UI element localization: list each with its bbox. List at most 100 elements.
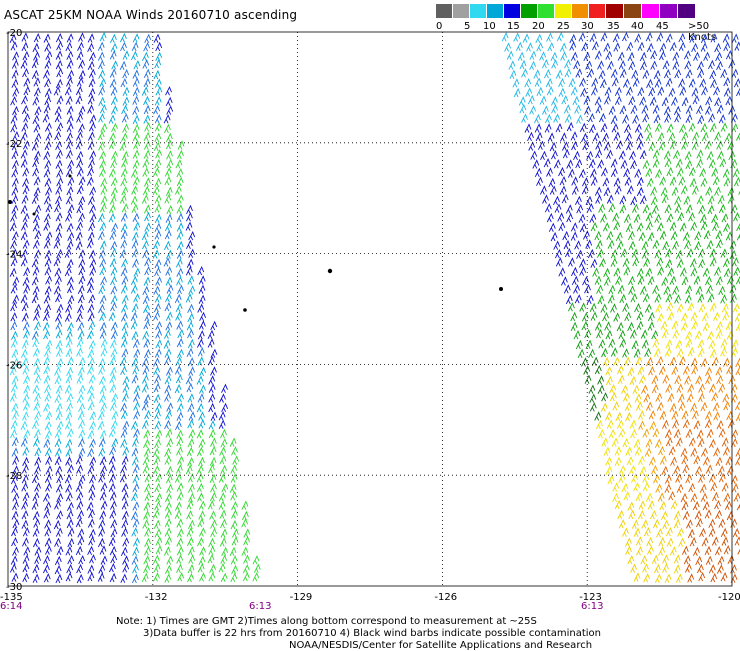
wind-barb xyxy=(34,250,40,258)
wind-barb xyxy=(540,97,546,105)
wind-barb xyxy=(221,520,227,528)
wind-barb xyxy=(219,475,225,483)
wind-barb xyxy=(144,142,150,150)
wind-barb xyxy=(145,547,151,555)
wind-barb xyxy=(76,233,82,241)
wind-barb xyxy=(686,339,692,347)
wind-barb xyxy=(110,492,116,500)
wind-barb xyxy=(645,449,651,457)
wind-barb xyxy=(715,133,721,141)
wind-barb xyxy=(698,439,704,447)
island-marker xyxy=(69,175,72,178)
wind-barb xyxy=(701,124,707,132)
wind-barb xyxy=(33,493,39,501)
wind-barb xyxy=(643,71,649,79)
wind-barb xyxy=(723,359,729,367)
wind-barb xyxy=(560,187,566,195)
wind-barb xyxy=(597,330,603,338)
wind-barb xyxy=(654,349,660,357)
wind-barb xyxy=(165,503,171,511)
wind-barb xyxy=(155,268,161,276)
wind-barb xyxy=(55,376,61,384)
wind-barb xyxy=(678,394,684,402)
wind-barb xyxy=(230,485,236,493)
wind-barb xyxy=(676,341,682,349)
wind-barb xyxy=(155,529,161,537)
wind-barb xyxy=(112,394,118,402)
wind-barb xyxy=(231,475,237,483)
wind-barb xyxy=(686,520,692,528)
wind-barb xyxy=(672,188,678,196)
wind-barb xyxy=(523,35,529,43)
wind-barb xyxy=(35,231,41,239)
wind-barb xyxy=(648,322,654,330)
wind-barb xyxy=(653,339,659,347)
wind-barb xyxy=(67,403,73,411)
wind-barb xyxy=(590,34,596,42)
wind-barb xyxy=(626,87,632,95)
wind-barb xyxy=(155,60,161,68)
wind-barb xyxy=(110,547,116,555)
wind-barb xyxy=(67,116,73,124)
wind-barb xyxy=(611,304,617,312)
wind-barb xyxy=(23,458,29,466)
wind-barb xyxy=(101,196,107,204)
wind-barb xyxy=(620,106,626,114)
wind-barb xyxy=(721,348,727,356)
wind-barb xyxy=(122,323,128,331)
wind-barb xyxy=(559,223,565,231)
wind-barb xyxy=(641,331,647,339)
wind-barb xyxy=(12,206,18,214)
wind-barb xyxy=(77,466,83,474)
wind-barb xyxy=(620,339,626,347)
wind-barb xyxy=(186,223,192,231)
wind-barb xyxy=(667,168,673,176)
wind-barb xyxy=(156,546,162,554)
wind-barb xyxy=(46,466,52,474)
wind-barb xyxy=(133,366,139,374)
wind-barb xyxy=(601,404,607,412)
wind-barb xyxy=(111,242,117,250)
wind-barb xyxy=(211,322,217,330)
wind-barb xyxy=(535,169,541,177)
wind-barb xyxy=(603,358,609,366)
wind-barb xyxy=(177,277,183,285)
wind-barb xyxy=(662,467,668,475)
wind-barb xyxy=(78,323,84,331)
wind-barb xyxy=(21,295,27,303)
wind-barb xyxy=(22,511,28,519)
wind-barb xyxy=(188,276,194,284)
wind-barb xyxy=(665,349,671,357)
wind-barb xyxy=(616,413,622,421)
wind-barb xyxy=(33,287,39,295)
wind-barb xyxy=(613,214,619,222)
wind-barb xyxy=(574,331,580,339)
wind-barb xyxy=(55,368,61,376)
wind-barb xyxy=(551,233,557,241)
wind-barb xyxy=(221,430,227,438)
wind-barb xyxy=(121,575,127,583)
wind-barb xyxy=(615,186,621,194)
wind-barb xyxy=(65,268,71,276)
wind-barb xyxy=(630,466,636,474)
wind-barb xyxy=(617,421,623,429)
wind-barb xyxy=(79,276,85,284)
wind-barb xyxy=(533,160,539,168)
wind-barb xyxy=(99,114,105,122)
wind-barb xyxy=(567,214,573,222)
wind-barb xyxy=(627,457,633,465)
wind-barb xyxy=(101,179,107,187)
wind-barb xyxy=(209,404,215,412)
wind-barb xyxy=(670,43,676,51)
wind-barb xyxy=(635,170,641,178)
wind-barb xyxy=(67,34,73,42)
wind-barb xyxy=(65,87,71,95)
wind-barb xyxy=(682,456,688,464)
wind-barb xyxy=(44,556,50,564)
wind-barb xyxy=(658,267,664,275)
wind-barb xyxy=(164,125,170,133)
wind-barb xyxy=(99,366,105,374)
wind-barb xyxy=(22,465,28,473)
wind-barb xyxy=(121,440,127,448)
wind-barb xyxy=(55,448,61,456)
